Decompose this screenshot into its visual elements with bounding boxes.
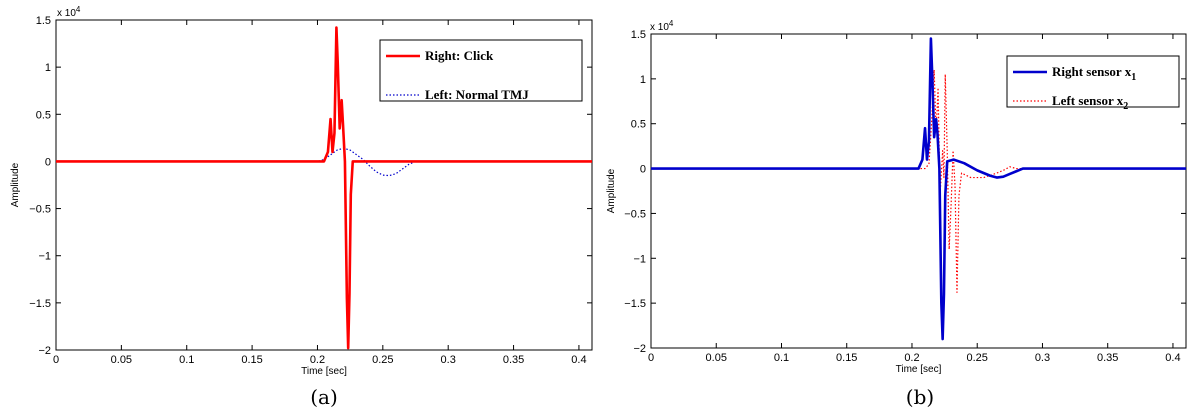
x-tick-label: 0 (53, 354, 59, 366)
x-tick-label: 0.2 (904, 352, 919, 364)
x-tick-label: 0.1 (179, 354, 194, 366)
x-tick-label: 0.3 (1035, 352, 1050, 364)
x-axis-label: Time [sec] (896, 364, 942, 375)
legend-label-2: Left sensor x2 (1052, 93, 1128, 112)
y-tick-label: −2 (38, 345, 51, 357)
y-tick-label: 1.5 (36, 15, 51, 27)
x-tick-label: 0.35 (1097, 352, 1118, 364)
series-line-2 (56, 147, 592, 177)
panel-caption: (b) (906, 385, 934, 409)
y-tick-label: 0 (45, 156, 51, 168)
series-line-1 (56, 26, 592, 350)
x-tick-label: 0.1 (774, 352, 789, 364)
x-tick-label: 0.05 (111, 354, 132, 366)
y-tick-label: 0 (640, 164, 646, 176)
x-tick-label: 0.2 (310, 354, 325, 366)
y-tick-label: 0.5 (36, 109, 51, 121)
y-multiplier: x 104 (650, 19, 674, 33)
chart-panel-b: 0 0.05 0.1 0.15 0.2 0.25 0.3 0.35 0.4 −2 −1.5 −1 −0.… (606, 19, 1187, 409)
y-tick-label: −2 (633, 343, 646, 355)
x-tick-label: 0.25 (372, 354, 393, 366)
series-line-1 (651, 37, 1186, 341)
panel-caption: (a) (310, 385, 338, 409)
x-tick-label: 0.3 (441, 354, 456, 366)
y-tick-label: −0.5 (29, 204, 51, 216)
y-tick-label: −1.5 (624, 298, 646, 310)
x-tick-label: 0.4 (571, 354, 586, 366)
y-axis-label: Amplitude (10, 162, 21, 207)
y-tick-label: 1 (45, 62, 51, 74)
y-tick-label: −0.5 (624, 208, 646, 220)
x-tick-label: 0.15 (836, 352, 857, 364)
y-multiplier: x 104 (57, 5, 81, 19)
x-tick-label: 0.05 (706, 352, 727, 364)
x-tick-label: 0.35 (503, 354, 524, 366)
legend: Right sensor x1 Left sensor x2 (1006, 55, 1180, 112)
x-tick-label: 0 (648, 352, 654, 364)
legend-label-subscript: 1 (1131, 72, 1136, 83)
y-tick-label: −1.5 (29, 298, 51, 310)
x-axis-label: Time [sec] (301, 366, 347, 377)
y-tick-label: 1 (640, 74, 646, 86)
legend-label-2: Left: Normal TMJ (425, 87, 529, 102)
legend: Right: Click Left: Normal TMJ (379, 39, 583, 102)
series-line-2 (651, 69, 1186, 293)
x-tick-label: 0.25 (967, 352, 988, 364)
y-multiplier-exponent: 4 (76, 5, 81, 14)
y-multiplier-exponent: 4 (669, 19, 674, 28)
legend-box (1006, 55, 1180, 108)
x-tick-label: 0.4 (1165, 352, 1180, 364)
y-tick-label: 0.5 (631, 119, 646, 131)
y-tick-label: −1 (38, 251, 51, 263)
y-tick-label: 1.5 (631, 29, 646, 41)
chart-panel-a: 0 0.05 0.1 0.15 0.2 0.25 0.3 0.35 0.4 −2 −1.5 −1 −0.… (10, 5, 593, 409)
legend-label-subscript: 2 (1123, 101, 1128, 112)
y-axis-label: Amplitude (606, 168, 617, 213)
legend-label-1: Right: Click (425, 48, 494, 63)
x-tick-label: 0.15 (241, 354, 262, 366)
legend-label-1: Right sensor x1 (1052, 64, 1136, 83)
legend-box (379, 39, 583, 102)
y-tick-label: −1 (633, 253, 646, 265)
